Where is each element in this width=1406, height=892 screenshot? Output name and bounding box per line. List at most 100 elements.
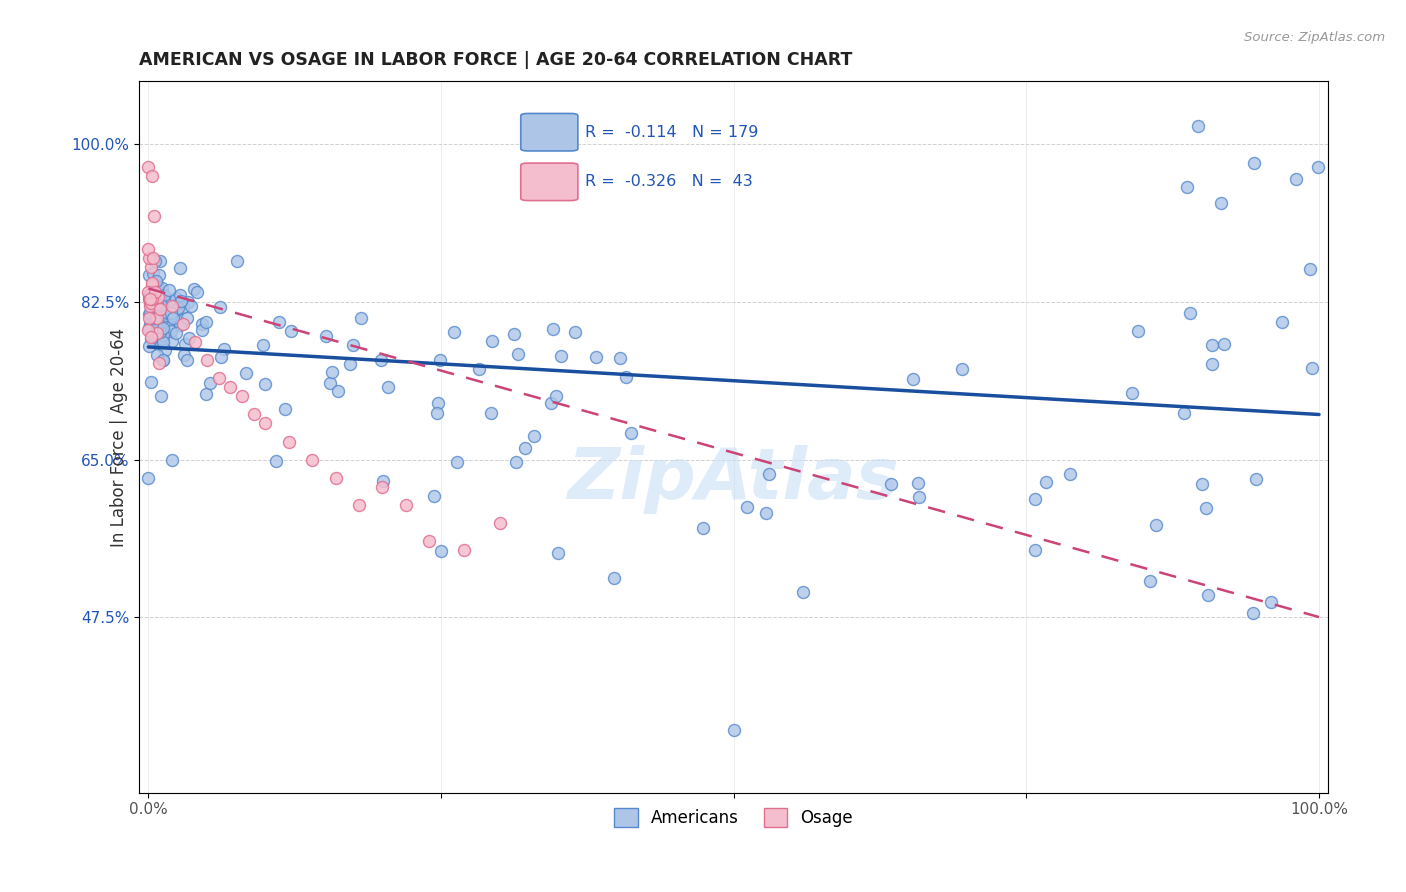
Point [142,321,165,335]
Point [141,375,163,389]
Point [195,387,218,401]
Point [723,723,745,737]
Point [148,301,170,316]
Point [1209,195,1232,210]
Point [160,334,183,349]
Point [150,280,173,294]
Point [142,310,165,324]
Point [136,160,159,174]
Point [1244,472,1267,486]
Point [328,384,350,398]
Point [609,351,631,365]
Point [550,349,572,363]
Point [139,260,162,274]
Point [1059,467,1081,482]
Point [155,343,177,358]
Point [138,321,160,335]
Point [235,366,257,380]
Point [141,332,163,346]
Point [180,299,202,313]
Point [339,357,361,371]
Point [264,454,287,468]
Point [165,313,187,327]
Point [209,350,232,364]
Point [152,328,174,343]
Point [146,290,169,304]
Point [160,310,183,324]
Point [138,307,160,321]
Point [139,292,162,306]
Point [1121,386,1143,401]
Point [150,389,173,403]
Point [481,406,503,420]
Point [1201,338,1223,352]
Point [453,542,475,557]
Point [321,365,343,379]
Point [148,268,170,282]
Point [145,293,167,308]
Point [152,332,174,346]
Point [149,301,172,316]
Point [149,319,172,334]
Point [425,406,447,420]
Point [952,362,974,376]
Point [163,299,186,313]
Point [315,329,337,343]
Point [430,544,453,558]
Point [515,441,537,455]
Point [165,291,187,305]
Point [146,326,169,340]
Point [274,402,297,417]
Point [142,280,165,294]
Point [177,294,200,309]
Point [139,295,162,310]
Point [184,335,207,350]
Point [422,489,444,503]
Point [142,266,165,280]
Point [252,338,274,352]
Point [614,369,637,384]
Point [153,288,176,302]
Point [141,276,163,290]
Point [150,298,173,312]
Point [269,315,291,329]
Point [190,317,212,331]
Point [319,376,342,390]
Point [1178,305,1201,319]
Point [603,570,626,584]
Point [152,334,174,349]
Point [136,470,159,484]
Point [231,389,253,403]
Point [145,310,167,325]
Point [153,304,176,318]
Point [148,303,170,318]
Point [1243,156,1265,170]
Point [152,353,174,368]
Point [157,296,180,310]
Point [546,389,568,403]
Point [692,521,714,535]
Point [172,318,194,332]
Point [157,306,180,320]
Point [142,328,165,343]
Point [183,282,205,296]
Point [1024,543,1046,558]
Y-axis label: In Labor Force | Age 20-64: In Labor Force | Age 20-64 [110,327,128,547]
Point [138,285,160,300]
Point [226,254,249,268]
Point [1126,324,1149,338]
Point [190,323,212,337]
Point [547,546,569,560]
Point [350,310,373,325]
Point [1024,491,1046,506]
Point [173,337,195,351]
Point [505,455,527,469]
Point [141,329,163,343]
Point [347,498,370,512]
Point [195,315,218,329]
Point [165,326,187,340]
Point [1260,595,1282,609]
Text: Source: ZipAtlas.com: Source: ZipAtlas.com [1244,31,1385,45]
Point [160,325,183,339]
Point [755,506,778,520]
